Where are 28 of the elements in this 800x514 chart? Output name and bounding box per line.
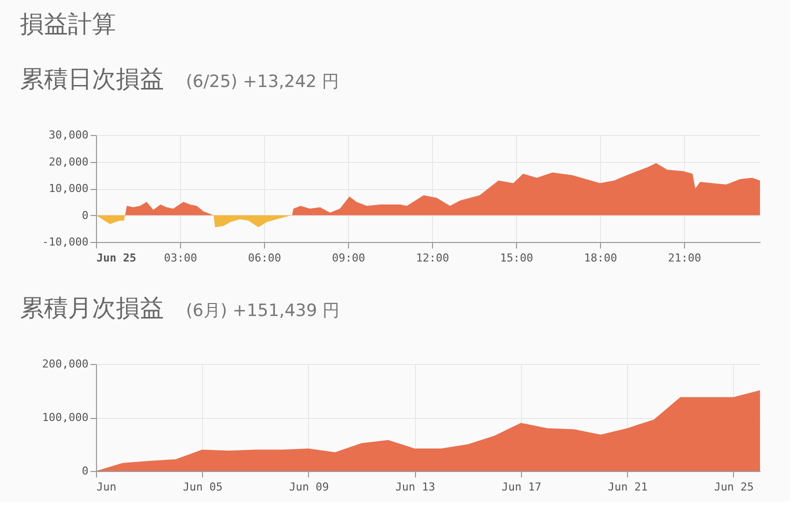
x-tick-label: Jun 25 xyxy=(96,252,136,264)
x-tick-label: 18:00 xyxy=(584,252,618,264)
text: 損益計算 xyxy=(20,10,116,38)
y-tick-label: 0 xyxy=(82,208,88,222)
x-tick-label: Jun 25 xyxy=(714,480,754,494)
x-tick-label: 03:00 xyxy=(164,252,198,264)
y-tick-label: 10,000 xyxy=(48,182,88,195)
y-tick-label: 20,000 xyxy=(48,155,88,168)
x-tick-label: Jun xyxy=(96,480,116,494)
y-tick-label: 0 xyxy=(82,464,88,478)
x-tick-label: 06:00 xyxy=(248,252,282,264)
x-tick-label: Jun 05 xyxy=(182,480,223,494)
chart-title: 累積月次損益 xyxy=(20,294,164,322)
y-tick-label: 30,000 xyxy=(48,128,88,142)
y-tick-label: 200,000 xyxy=(42,358,88,370)
y-tick-label: 100,000 xyxy=(42,411,88,424)
x-tick-label: 09:00 xyxy=(332,252,366,264)
y-tick-label: -10,000 xyxy=(42,236,88,248)
x-tick-label: Jun 21 xyxy=(608,480,648,494)
x-tick-label: 15:00 xyxy=(500,252,534,264)
x-tick-label: Jun 13 xyxy=(395,480,436,494)
x-tick-label: Jun 09 xyxy=(289,480,329,494)
x-tick-label: Jun 17 xyxy=(502,480,542,494)
chart-subtitle: (6月) +151,439 円 xyxy=(186,301,340,321)
x-tick-label: 12:00 xyxy=(416,252,450,264)
x-tick-label: 21:00 xyxy=(668,252,702,264)
chart-subtitle: (6/25) +13,242 円 xyxy=(186,72,339,92)
chart-title: 累積日次損益 xyxy=(20,65,164,93)
